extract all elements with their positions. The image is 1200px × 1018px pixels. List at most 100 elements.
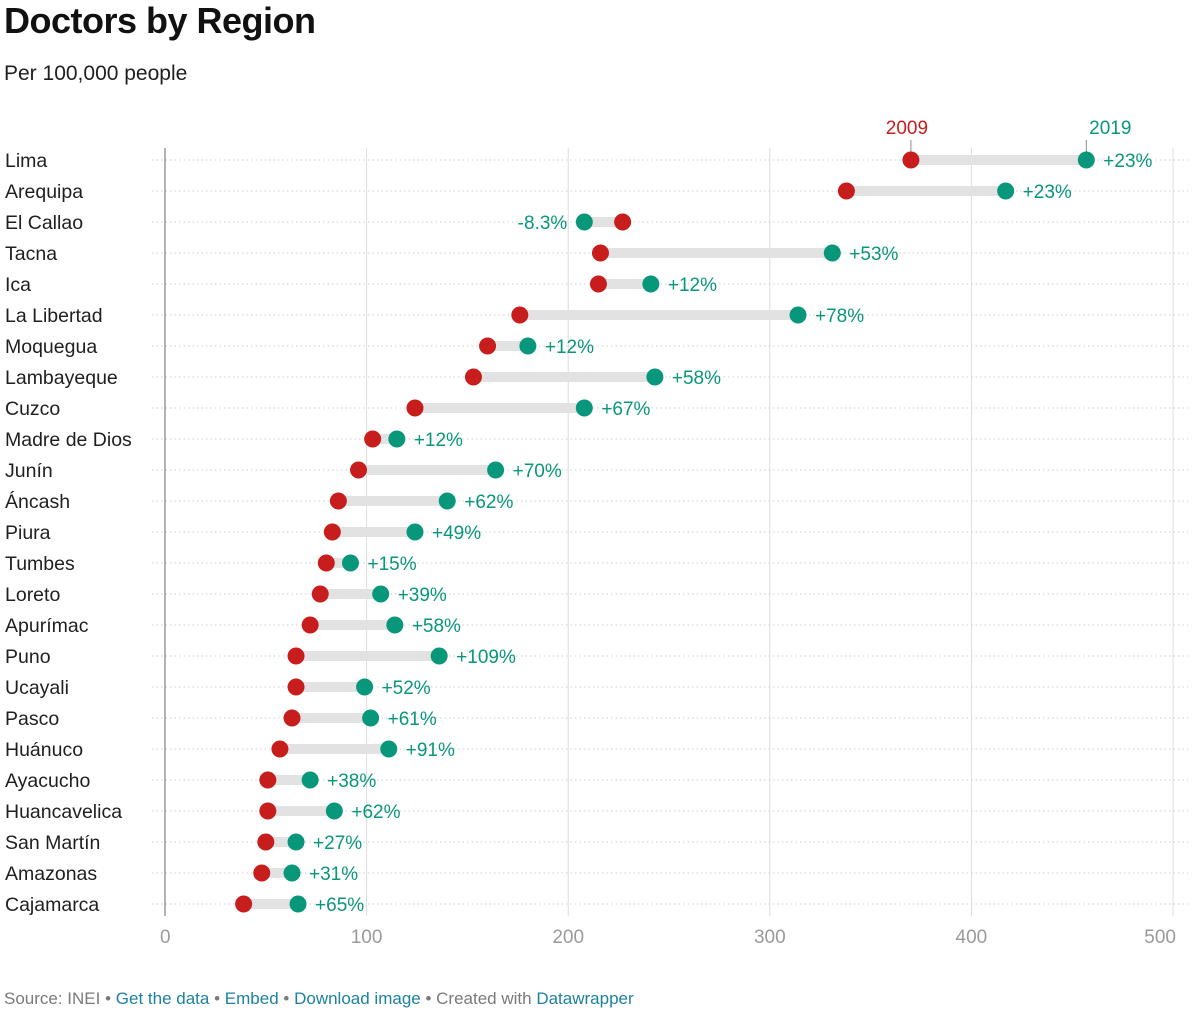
dot-range-chart: 0 100 200 300 400 500 Lima +23% Arequipa +23% El C… — [5, 118, 1188, 948]
dot-2019 — [646, 368, 664, 386]
dot-2019 — [642, 275, 660, 293]
dot-2019 — [287, 833, 305, 851]
x-tick-label: 0 — [160, 927, 171, 948]
legend-label-2019: 2019 — [1089, 118, 1131, 139]
change-label: +15% — [367, 554, 416, 575]
dot-2019 — [575, 399, 593, 417]
region-label: Ica — [5, 274, 31, 296]
region-label: Ucayali — [5, 677, 69, 699]
change-label: +39% — [398, 585, 447, 606]
dot-2009 — [235, 895, 253, 913]
dot-2009 — [317, 554, 335, 572]
dot-2019 — [1077, 151, 1095, 169]
footer-separator: • — [214, 989, 221, 1008]
dot-2009 — [253, 864, 271, 882]
dot-2019 — [301, 771, 319, 789]
dot-2019 — [372, 585, 390, 603]
chart-subtitle: Per 100,000 people — [4, 62, 188, 85]
dot-2019 — [362, 709, 380, 727]
change-label: +23% — [1023, 182, 1072, 203]
dot-2009 — [287, 647, 305, 665]
change-label: +62% — [464, 492, 513, 513]
x-tick-label: 100 — [351, 927, 383, 948]
dot-2009 — [511, 306, 529, 324]
dot-2009 — [364, 430, 382, 448]
footer-separator: • — [425, 989, 432, 1008]
region-label: Huánuco — [5, 739, 83, 761]
dot-2009 — [301, 616, 319, 634]
dot-2009 — [614, 213, 632, 231]
change-label: +62% — [351, 802, 400, 823]
get-the-data-link[interactable]: Get the data — [115, 989, 210, 1008]
dot-2009 — [591, 244, 609, 262]
change-label: +49% — [432, 523, 481, 544]
region-label: Madre de Dios — [5, 429, 132, 451]
dot-2019 — [386, 616, 404, 634]
change-label: +27% — [313, 833, 362, 854]
dot-2009 — [464, 368, 482, 386]
region-label: Pasco — [5, 708, 59, 730]
dot-2009 — [589, 275, 607, 293]
download-image-link[interactable]: Download image — [294, 989, 421, 1008]
change-label: +53% — [849, 244, 898, 265]
dot-2019 — [575, 213, 593, 231]
dot-2009 — [283, 709, 301, 727]
change-label: +109% — [456, 647, 516, 668]
datawrapper-link[interactable]: Datawrapper — [536, 989, 634, 1008]
dot-2019 — [406, 523, 424, 541]
change-label: +12% — [668, 275, 717, 296]
dot-2019 — [438, 492, 456, 510]
region-label: Lambayeque — [5, 367, 118, 389]
dot-2009 — [259, 802, 277, 820]
region-label: Cuzco — [5, 398, 60, 420]
change-label: +70% — [513, 461, 562, 482]
dot-2009 — [323, 523, 341, 541]
footer-separator: • — [283, 989, 290, 1008]
region-label: Tumbes — [5, 553, 75, 575]
region-label: Apurímac — [5, 615, 89, 637]
region-label: El Callao — [5, 212, 83, 234]
embed-link[interactable]: Embed — [224, 989, 279, 1008]
dot-2009 — [406, 399, 424, 417]
dot-2009 — [259, 771, 277, 789]
source-text: Source: INEI — [4, 989, 101, 1008]
dot-2019 — [325, 802, 343, 820]
dot-2019 — [487, 461, 505, 479]
region-label: Piura — [5, 522, 51, 544]
x-tick-label: 500 — [1144, 927, 1176, 948]
change-label: +38% — [327, 771, 376, 792]
created-with-text: Created with — [436, 989, 532, 1008]
change-label: +78% — [815, 306, 864, 327]
dot-2009 — [837, 182, 855, 200]
dot-2009 — [479, 337, 497, 355]
dot-2019 — [341, 554, 359, 572]
x-tick-label: 400 — [956, 927, 988, 948]
region-label: Huancavelica — [5, 801, 122, 823]
region-label: Arequipa — [5, 181, 83, 203]
change-label: +12% — [545, 337, 594, 358]
change-label: -8.3% — [518, 213, 568, 234]
change-label: +65% — [315, 895, 364, 916]
region-label: Moquegua — [5, 336, 97, 358]
change-label: +91% — [406, 740, 455, 761]
x-tick-label: 300 — [754, 927, 786, 948]
change-label: +61% — [388, 709, 437, 730]
change-label: +67% — [601, 399, 650, 420]
dot-2009 — [257, 833, 275, 851]
dot-2019 — [356, 678, 374, 696]
dot-2019 — [283, 864, 301, 882]
region-label: Lima — [5, 150, 47, 172]
region-label: Junín — [5, 460, 53, 482]
change-label: +12% — [414, 430, 463, 451]
dot-2009 — [271, 740, 289, 758]
region-label: San Martín — [5, 832, 100, 854]
region-label: Áncash — [5, 490, 70, 513]
change-label: +31% — [309, 864, 358, 885]
dot-2019 — [519, 337, 537, 355]
region-label: Loreto — [5, 584, 60, 606]
dot-2019 — [789, 306, 807, 324]
dot-2019 — [289, 895, 307, 913]
chart-title: Doctors by Region — [4, 0, 316, 41]
dot-2009 — [350, 461, 368, 479]
x-tick-label: 200 — [552, 927, 584, 948]
